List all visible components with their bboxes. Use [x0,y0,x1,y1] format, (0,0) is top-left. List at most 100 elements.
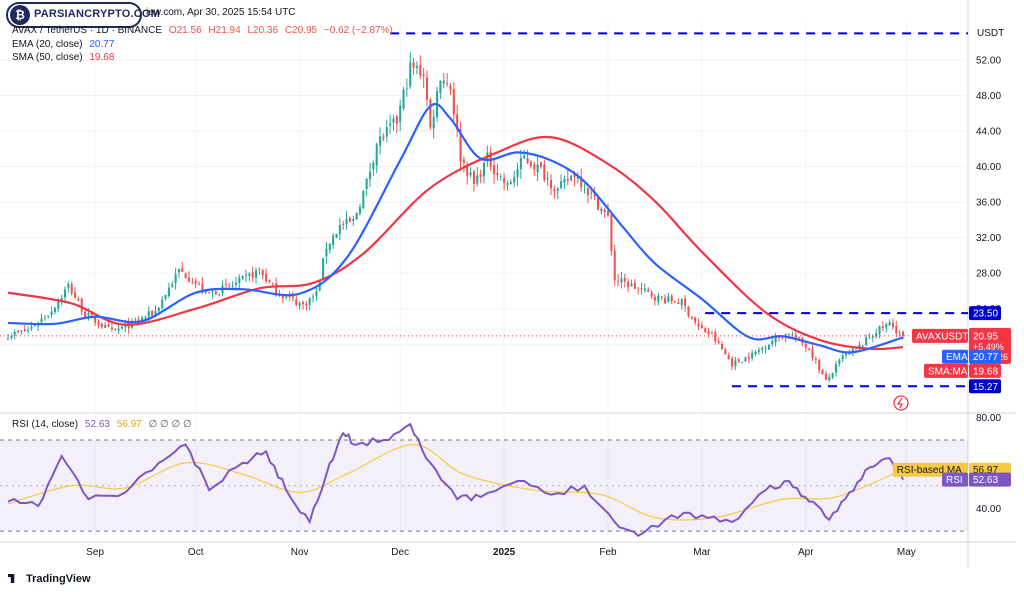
sma-50-line [7,135,904,351]
candle-body [687,306,690,316]
ema-axis-value-bg [969,349,1001,364]
candle-body [322,258,325,279]
candle-body [171,284,174,288]
time-tick-label: May [897,547,916,558]
ema-label: EMA (20, close) [12,39,83,50]
candle-body [891,322,894,327]
candle-body [704,328,707,333]
candle-body [385,127,388,137]
candle-body [496,172,499,176]
candle-body [603,209,606,212]
candle-body [23,329,26,332]
candle-body [868,337,871,339]
ema-legend[interactable]: EMA (20, close) 20.77 [12,39,114,50]
candle-body [392,118,395,123]
candle-body [402,89,405,109]
sma-legend[interactable]: SMA (50, close) 19.68 [12,52,114,63]
rsi-legend[interactable]: RSI (14, close) 52.63 56.97 ∅ ∅ ∅ ∅ [12,419,192,430]
candle-body [901,331,905,336]
candle-body [720,343,724,350]
candle-body [469,172,472,176]
candle-body [405,88,408,90]
candle-body [516,168,519,178]
symbol-legend[interactable]: AVAX / TetherUS · 1D · BINANCE O21.56 H2… [12,25,393,36]
low-value: L20.36 [247,25,279,36]
candle-body [87,313,90,316]
candle-body [506,183,509,186]
candle-body [211,291,214,293]
candle-body [174,274,177,284]
candle-body [690,316,693,319]
time-tick-label: Feb [599,547,617,558]
candle-body [244,274,248,276]
candle-body [104,324,107,329]
candle-body [241,275,244,279]
candle-body [804,343,807,348]
candle-body [120,326,124,329]
candle-body [834,364,837,373]
candle-body [580,176,583,188]
candle-body [194,280,197,284]
alert-icon [893,395,909,411]
candle-body [888,322,891,326]
candle-body [57,301,60,309]
symbol-price-tag: AVAXUSDT [916,331,968,342]
change-value: −0.62 (−2.87%) [323,25,393,36]
candle-body [345,219,348,224]
candle-body [231,285,234,287]
candle-body [285,296,288,298]
candle-body [332,235,335,246]
candle-body [43,317,46,319]
candle-body [680,299,683,306]
candle-body [663,298,667,303]
open-value: O21.56 [168,25,202,36]
rsi-pane [0,415,968,544]
rsi-label: RSI (14, close) [12,419,79,430]
candle-body [30,326,33,329]
last-price-value: 20.95 [973,331,998,342]
candle-body [814,358,817,360]
candle-body [338,224,341,235]
tradingview-brand[interactable]: TradingView [8,573,91,585]
ema-axis-tag: EMA [946,352,968,363]
chart-header: ₿ PARSIANCRYPTO.COM iew.com, Apr 30, 202… [0,0,970,70]
rsi-tick-label: 80.00 [976,413,1001,424]
candle-body [563,178,566,183]
candle-body [17,331,20,332]
candle-body [228,285,231,287]
candle-body [204,291,207,293]
candle-body [157,307,160,312]
candle-body [355,213,358,220]
candle-body [117,328,120,331]
candle-body [439,80,442,94]
candle-body [479,174,482,178]
candle-body [543,164,546,180]
candle-body [352,219,355,222]
candle-body [362,190,365,209]
candle-body [399,105,402,122]
candle-body [425,77,429,100]
candle-body [764,348,767,350]
candle-body [731,358,734,367]
candle-body [20,330,23,332]
candle-body [459,128,462,162]
time-tick-label: 2025 [493,547,516,558]
level-badge-15-27-bg [969,379,1001,394]
candle-body [80,298,83,312]
candle-body [234,282,237,285]
candle-body [258,269,261,271]
candle-body [167,287,170,296]
close-value: C20.95 [284,25,318,36]
candle-body [358,206,362,214]
candle-body [456,114,459,130]
candle-body [737,359,740,362]
candle-body [717,341,720,343]
candle-body [281,295,284,299]
candle-body [757,350,760,352]
rsi-value: 52.63 [84,419,110,430]
source-timestamp: iew.com, Apr 30, 2025 15:54 UTC [146,7,296,18]
candle-body [472,171,475,184]
candle-body [449,85,452,90]
high-value: H21.94 [208,25,241,36]
